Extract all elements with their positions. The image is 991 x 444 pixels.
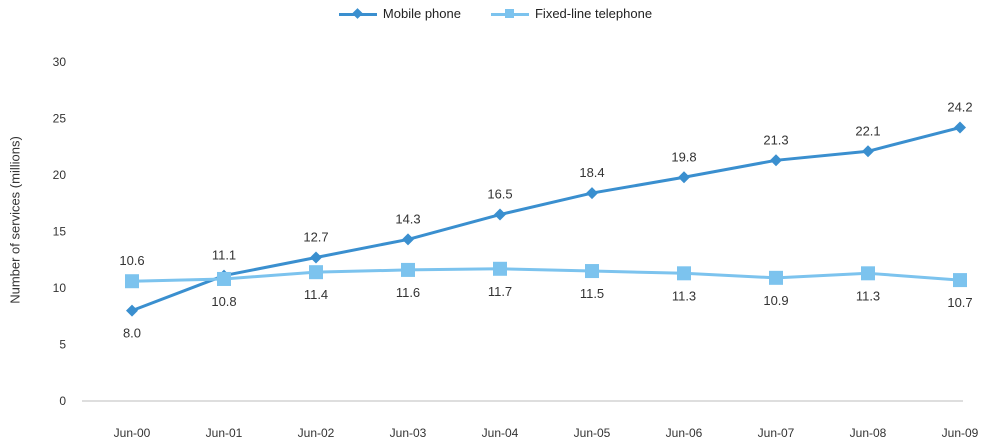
data-point-fixed (677, 266, 691, 281)
y-tick-label: 15 (53, 225, 67, 239)
data-label-mobile: 8.0 (123, 326, 141, 341)
data-point-mobile (310, 251, 322, 264)
data-point-mobile (494, 208, 506, 221)
y-tick-label: 30 (53, 55, 67, 69)
data-point-mobile (862, 145, 874, 158)
data-point-fixed (769, 270, 783, 285)
data-point-fixed (401, 262, 415, 277)
data-label-fixed: 11.3 (856, 288, 880, 303)
legend-label-fixed: Fixed-line telephone (534, 6, 653, 21)
data-point-fixed (125, 274, 139, 289)
data-label-mobile: 24.2 (947, 100, 972, 115)
data-point-fixed (493, 261, 507, 276)
data-point-fixed (217, 271, 231, 286)
data-point-fixed (309, 265, 323, 280)
x-tick-label: Jun-06 (666, 426, 703, 440)
chart-legend: Mobile phone Fixed-line telephone (0, 6, 991, 21)
x-tick-label: Jun-07 (758, 426, 795, 440)
data-label-fixed: 10.7 (947, 295, 972, 310)
data-point-fixed (585, 264, 599, 279)
data-label-fixed: 11.3 (672, 288, 696, 303)
data-point-mobile (586, 187, 598, 200)
data-label-fixed: 10.8 (211, 294, 236, 309)
x-tick-label: Jun-00 (114, 426, 151, 440)
series-line-mobile (131, 126, 961, 313)
data-point-fixed (953, 273, 967, 288)
data-point-mobile (678, 171, 690, 184)
y-tick-label: 10 (53, 281, 67, 295)
data-label-fixed: 11.7 (488, 284, 512, 299)
legend-item-mobile: Mobile phone (338, 6, 461, 21)
data-label-mobile: 22.1 (855, 123, 880, 138)
y-tick-label: 20 (53, 168, 67, 182)
data-label-mobile: 14.3 (395, 211, 420, 226)
x-tick-label: Jun-01 (206, 426, 243, 440)
y-tick-label: 5 (59, 338, 66, 352)
data-point-fixed (861, 266, 875, 281)
data-label-fixed: 11.4 (304, 287, 328, 302)
data-point-mobile (126, 304, 138, 317)
x-tick-label: Jun-09 (942, 426, 979, 440)
y-tick-label: 0 (59, 394, 66, 408)
legend-swatch-mobile (338, 7, 377, 20)
legend-item-fixed: Fixed-line telephone (490, 6, 653, 21)
x-tick-label: Jun-02 (298, 426, 335, 440)
x-tick-label: Jun-03 (390, 426, 427, 440)
data-label-mobile: 12.7 (303, 229, 328, 244)
data-label-fixed: 10.9 (763, 293, 788, 308)
legend-swatch-fixed (490, 8, 529, 20)
data-label-mobile: 19.8 (671, 149, 696, 164)
data-label-mobile: 21.3 (763, 132, 788, 147)
data-label-fixed: 11.5 (580, 286, 604, 301)
x-tick-label: Jun-08 (850, 426, 887, 440)
data-point-mobile (770, 154, 782, 167)
legend-label-mobile: Mobile phone (382, 6, 461, 21)
data-label-mobile: 16.5 (487, 187, 512, 202)
x-tick-label: Jun-05 (574, 426, 611, 440)
data-point-mobile (402, 233, 414, 246)
x-tick-label: Jun-04 (482, 426, 519, 440)
y-tick-label: 25 (53, 112, 67, 126)
series-line-fixed (131, 267, 961, 283)
data-label-mobile: 18.4 (579, 165, 604, 180)
data-label-fixed: 10.6 (119, 253, 144, 268)
data-label-mobile: 11.1 (212, 248, 236, 263)
data-label-fixed: 11.6 (396, 285, 420, 300)
data-point-mobile (954, 121, 966, 134)
